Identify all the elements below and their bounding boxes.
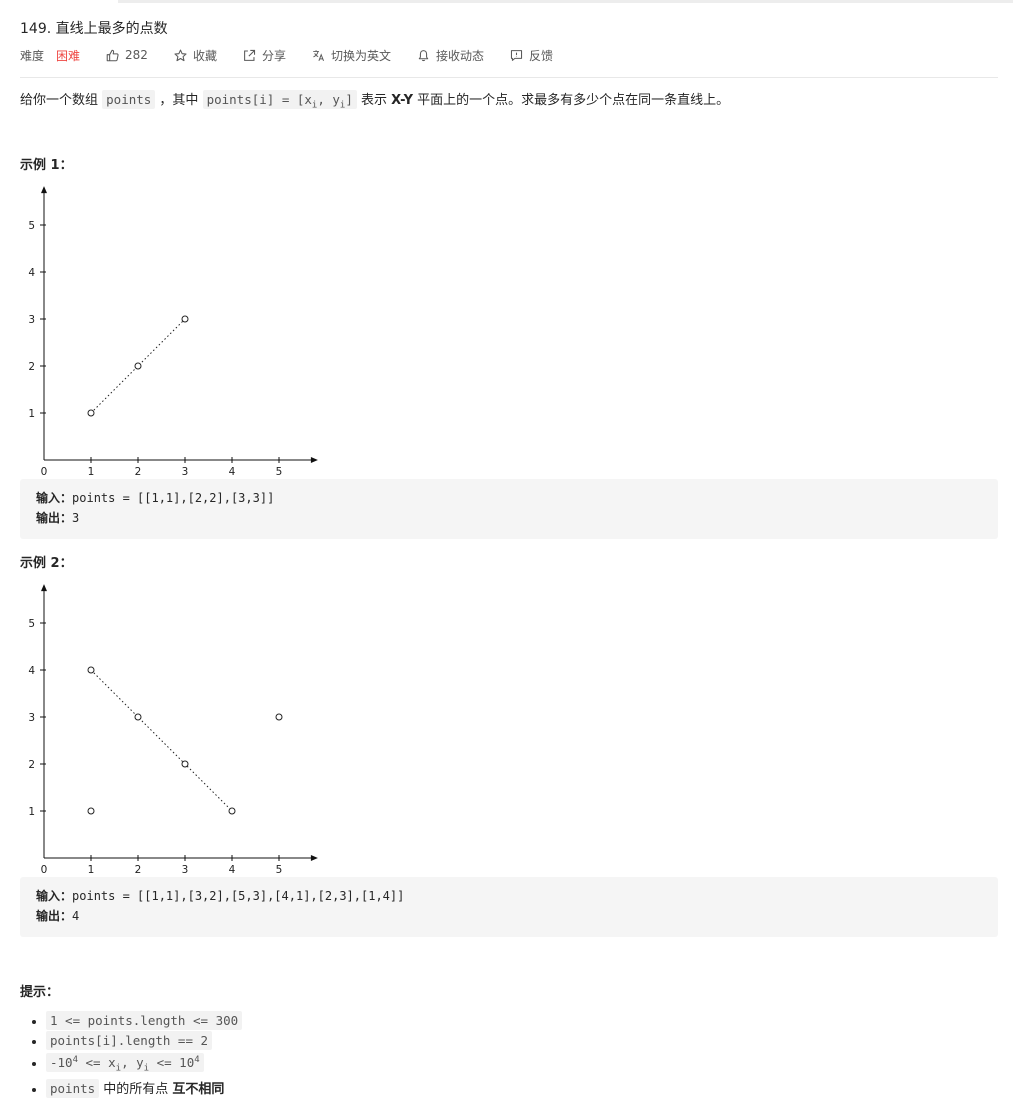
problem-description: 给你一个数组 points ，其中 points[i] = [xi, yi] 表… bbox=[20, 90, 729, 116]
share-icon bbox=[244, 49, 256, 61]
x-axis-arrow-icon bbox=[310, 855, 318, 861]
problem-meta-bar: 难度 困难 282 收藏 分享 切换为英文 接收动态 反馈 bbox=[20, 46, 579, 64]
data-point bbox=[228, 807, 236, 815]
output-value: 4 bbox=[72, 909, 80, 923]
x-axis-arrow-icon bbox=[310, 457, 318, 463]
hint-code: points bbox=[46, 1078, 100, 1098]
output-label: 输出： bbox=[36, 511, 73, 525]
y-tick-label: 3 bbox=[28, 712, 35, 724]
output-label: 输出： bbox=[36, 909, 73, 923]
data-point bbox=[134, 362, 142, 370]
share-button[interactable]: 分享 bbox=[243, 47, 286, 64]
inline-code: points[i] = [xi, yi] bbox=[202, 90, 357, 111]
desc-text: 给你一个数组 bbox=[20, 93, 103, 108]
x-tick-label: 5 bbox=[276, 864, 283, 876]
data-point bbox=[275, 713, 283, 721]
x-tick-label: 0 bbox=[41, 864, 48, 876]
hint-code: -104 <= xi, yi <= 104 bbox=[46, 1053, 204, 1074]
inline-code: points bbox=[102, 90, 156, 109]
thumbs-up-icon bbox=[106, 49, 119, 61]
hint-item: points 中的所有点 互不相同 bbox=[46, 1078, 242, 1099]
input-value: points = [[1,1],[2,2],[3,3]] bbox=[72, 491, 275, 505]
hint-code: points[i].length == 2 bbox=[46, 1031, 213, 1050]
difficulty-value: 困难 bbox=[56, 48, 81, 63]
collinear-line bbox=[90, 669, 233, 812]
like-button[interactable]: 282 bbox=[106, 48, 148, 62]
hint-strong: 互不相同 bbox=[172, 1081, 225, 1097]
x-tick-label: 1 bbox=[88, 466, 95, 478]
data-point bbox=[87, 409, 95, 417]
data-point bbox=[87, 807, 95, 815]
y-axis-arrow-icon bbox=[41, 584, 47, 592]
example-1-chart: 0 1 2 3 4 5 1 2 3 4 5 bbox=[28, 186, 318, 478]
input-label: 输入： bbox=[36, 889, 73, 903]
example-2-heading: 示例 2： bbox=[20, 556, 73, 571]
x-tick-label: 2 bbox=[135, 466, 142, 478]
data-point bbox=[134, 713, 142, 721]
y-tick-label: 5 bbox=[28, 220, 35, 232]
hints-heading: 提示： bbox=[20, 985, 60, 1000]
hint-item: points[i].length == 2 bbox=[46, 1031, 242, 1051]
switch-language-label: 切换为英文 bbox=[330, 48, 391, 63]
y-tick-label: 4 bbox=[28, 267, 35, 279]
example-1-io: 输入：points = [[1,1],[2,2],[3,3]] 输出：3 bbox=[20, 479, 998, 539]
star-icon bbox=[174, 49, 187, 61]
x-tick-label: 4 bbox=[229, 864, 236, 876]
data-point bbox=[87, 666, 95, 674]
x-tick-label: 1 bbox=[88, 864, 95, 876]
top-scroll-bar bbox=[118, 0, 1013, 3]
difficulty-label: 难度 bbox=[20, 48, 45, 63]
subscribe-button[interactable]: 接收动态 bbox=[417, 47, 484, 64]
desc-text: 表示 bbox=[356, 93, 392, 108]
y-tick-label: 1 bbox=[28, 806, 35, 818]
bell-icon bbox=[418, 49, 429, 61]
desc-strong: X-Y bbox=[391, 93, 414, 108]
data-point bbox=[181, 315, 189, 323]
y-tick-label: 4 bbox=[28, 665, 35, 677]
feedback-label: 反馈 bbox=[529, 48, 554, 63]
x-tick-label: 5 bbox=[276, 466, 283, 478]
output-value: 3 bbox=[72, 511, 80, 525]
input-value: points = [[1,1],[3,2],[5,3],[4,1],[2,3],… bbox=[72, 889, 405, 903]
subscribe-label: 接收动态 bbox=[435, 48, 484, 63]
feedback-button[interactable]: 反馈 bbox=[510, 47, 553, 64]
problem-title: 149. 直线上最多的点数 bbox=[20, 21, 168, 37]
y-tick-label: 5 bbox=[28, 618, 35, 630]
header-divider bbox=[20, 77, 998, 78]
input-label: 输入： bbox=[36, 491, 73, 505]
translate-icon bbox=[313, 49, 324, 61]
hint-item: -104 <= xi, yi <= 104 bbox=[46, 1051, 242, 1079]
y-tick-label: 3 bbox=[28, 314, 35, 326]
y-tick-label: 2 bbox=[28, 361, 35, 373]
example-1-heading: 示例 1： bbox=[20, 158, 73, 173]
y-tick-label: 1 bbox=[28, 408, 35, 420]
y-tick-label: 2 bbox=[28, 759, 35, 771]
difficulty: 难度 困难 bbox=[20, 47, 80, 64]
hints-list: 1 <= points.length <= 300 points[i].leng… bbox=[20, 1011, 243, 1099]
switch-language-button[interactable]: 切换为英文 bbox=[312, 47, 391, 64]
collect-label: 收藏 bbox=[192, 48, 217, 63]
x-tick-label: 3 bbox=[182, 864, 189, 876]
desc-text: ，其中 bbox=[155, 93, 203, 108]
desc-text: 平面上的一个点。求最多有多少个点在同一条直线上。 bbox=[413, 93, 730, 108]
x-tick-label: 0 bbox=[41, 466, 48, 478]
x-tick-label: 4 bbox=[229, 466, 236, 478]
like-count: 282 bbox=[125, 48, 148, 62]
data-point bbox=[181, 760, 189, 768]
example-2-io: 输入：points = [[1,1],[3,2],[5,3],[4,1],[2,… bbox=[20, 877, 998, 937]
x-tick-label: 2 bbox=[135, 864, 142, 876]
hint-text: 中的所有点 bbox=[99, 1081, 173, 1097]
hint-code: 1 <= points.length <= 300 bbox=[46, 1011, 243, 1030]
y-axis-arrow-icon bbox=[41, 186, 47, 194]
feedback-icon bbox=[510, 49, 523, 61]
hint-item: 1 <= points.length <= 300 bbox=[46, 1011, 243, 1031]
share-label: 分享 bbox=[261, 48, 286, 63]
example-2-chart: 0 1 2 3 4 5 1 2 3 4 5 bbox=[28, 584, 318, 876]
x-tick-label: 3 bbox=[182, 466, 189, 478]
collect-button[interactable]: 收藏 bbox=[174, 47, 217, 64]
